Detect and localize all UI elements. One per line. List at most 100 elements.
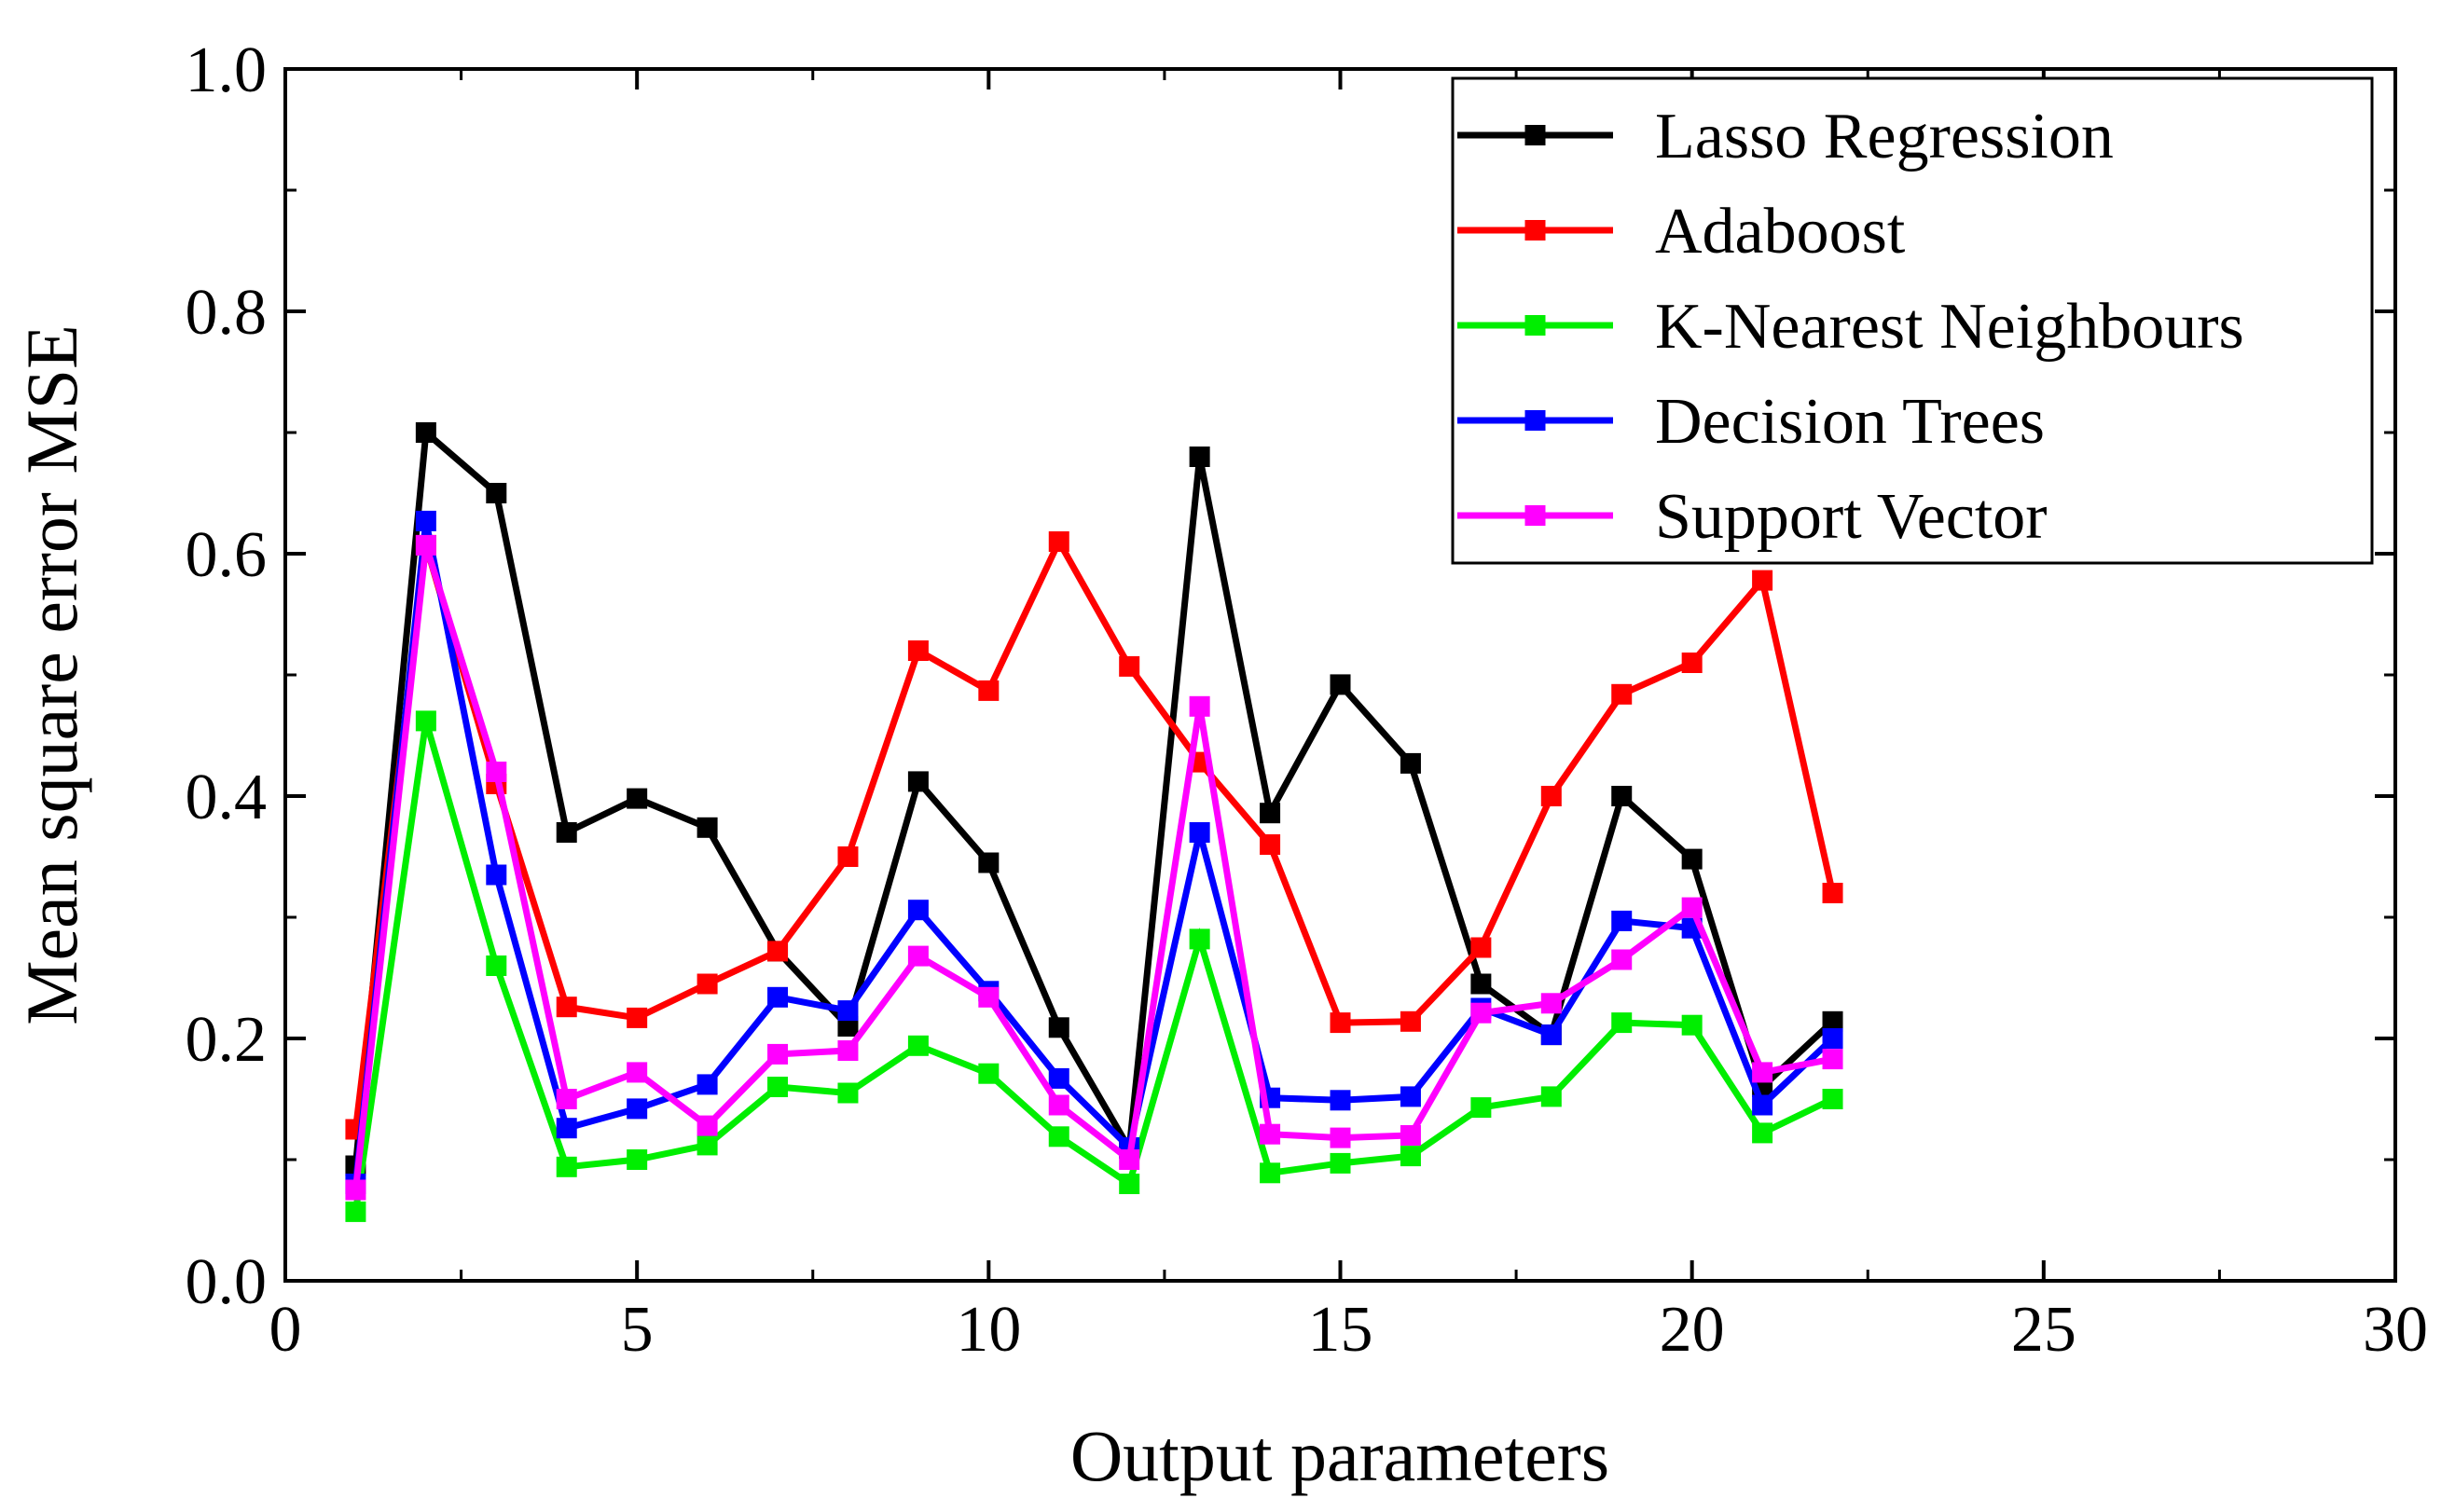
- series-line-support-vector: [352, 543, 1834, 1190]
- legend-item-decision-trees: Decision Trees: [1457, 386, 2045, 458]
- data-point-support-vector: [1260, 1123, 1281, 1145]
- x-tick-label: 15: [1308, 1294, 1373, 1366]
- y-tick-label: 1.0: [186, 34, 268, 106]
- data-point-support-vector: [1611, 949, 1633, 970]
- data-point-decision-trees: [1400, 1086, 1421, 1107]
- data-point-support-vector: [1822, 1049, 1843, 1070]
- data-point-support-vector: [1540, 993, 1562, 1014]
- data-point-k-nearest-neighbours: [767, 1077, 789, 1097]
- data-point-adaboost: [837, 846, 859, 867]
- data-point-adaboost: [1540, 786, 1562, 806]
- data-point-decision-trees: [415, 510, 436, 531]
- data-point-adaboost: [1752, 570, 1773, 591]
- data-point-decision-trees: [1611, 910, 1633, 931]
- data-point-adaboost: [1048, 531, 1069, 552]
- data-point-support-vector: [1189, 695, 1210, 717]
- data-point-lasso-regression: [907, 771, 929, 792]
- data-point-adaboost: [1681, 653, 1703, 673]
- data-point-lasso-regression: [697, 817, 718, 838]
- data-point-adaboost: [556, 997, 577, 1018]
- y-tick-label: 0.8: [186, 277, 268, 349]
- legend-item-support-vector: Support Vector: [1457, 481, 2048, 553]
- x-axis-ticks: 0 5 10 15 20 25 30: [269, 69, 2428, 1366]
- data-point-support-vector: [556, 1089, 577, 1109]
- data-point-adaboost: [1400, 1010, 1421, 1032]
- legend-box: [1451, 76, 2374, 565]
- x-tick-label: 30: [2363, 1294, 2428, 1366]
- data-point-lasso-regression: [1681, 848, 1703, 870]
- data-point-support-vector: [837, 1040, 859, 1061]
- series-line-k-nearest-neighbours: [352, 720, 1835, 1213]
- legend-swatch-marker: [1524, 220, 1546, 241]
- legend-label: Lasso Regression: [1655, 101, 2114, 172]
- data-point-lasso-regression: [1822, 1010, 1843, 1032]
- data-point-lasso-regression: [978, 852, 1000, 873]
- data-point-k-nearest-neighbours: [1048, 1126, 1069, 1148]
- y-axis-ticks: 0.0 0.2 0.4 0.6 0.8 1.0: [186, 34, 2395, 1318]
- x-tick-label: 10: [956, 1294, 1021, 1366]
- data-point-support-vector: [1470, 1002, 1492, 1024]
- legend-label: Adaboost: [1655, 196, 1906, 268]
- data-point-adaboost: [1260, 834, 1281, 855]
- data-point-adaboost: [1119, 655, 1140, 677]
- data-point-k-nearest-neighbours: [1330, 1152, 1351, 1174]
- data-point-decision-trees: [697, 1074, 718, 1095]
- data-point-decision-trees: [1189, 822, 1210, 843]
- data-point-k-nearest-neighbours: [627, 1149, 648, 1170]
- data-point-support-vector: [1048, 1094, 1069, 1116]
- data-point-k-nearest-neighbours: [1822, 1089, 1843, 1109]
- legend-label: Support Vector: [1655, 481, 2048, 553]
- x-tick-label: 0: [269, 1294, 302, 1366]
- series-layer: [345, 422, 1843, 1222]
- data-point-support-vector: [907, 945, 929, 967]
- data-point-adaboost: [767, 941, 789, 962]
- data-point-decision-trees: [1330, 1090, 1351, 1111]
- data-point-k-nearest-neighbours: [1470, 1097, 1492, 1119]
- legend-swatch-marker: [1524, 125, 1546, 145]
- x-tick-label: 5: [621, 1294, 654, 1366]
- data-point-k-nearest-neighbours: [1752, 1122, 1773, 1144]
- y-tick-label: 0.2: [186, 1004, 268, 1076]
- legend-item-k-nearest-neighbours: K-Nearest Neighbours: [1457, 291, 2244, 363]
- x-tick-label: 25: [2011, 1294, 2076, 1366]
- data-point-lasso-regression: [1400, 752, 1421, 774]
- data-point-adaboost: [907, 640, 929, 661]
- y-axis-title: Mean square error MSE: [11, 324, 92, 1025]
- legend-label: Decision Trees: [1655, 386, 2045, 458]
- data-point-lasso-regression: [1189, 447, 1210, 467]
- x-tick-label: 20: [1660, 1294, 1725, 1366]
- data-point-support-vector: [978, 986, 1000, 1008]
- data-point-decision-trees: [767, 986, 789, 1008]
- data-point-decision-trees: [1048, 1067, 1069, 1089]
- series-adaboost: [345, 531, 1843, 1140]
- legend-item-lasso-regression: Lasso Regression: [1457, 101, 2114, 172]
- data-point-support-vector: [627, 1062, 648, 1083]
- data-point-k-nearest-neighbours: [1260, 1162, 1281, 1184]
- data-point-decision-trees: [486, 864, 507, 886]
- legend-item-adaboost: Adaboost: [1457, 196, 1906, 268]
- series-support-vector: [345, 534, 1843, 1201]
- legend-label: K-Nearest Neighbours: [1655, 291, 2244, 363]
- data-point-adaboost: [627, 1007, 648, 1028]
- series-line-lasso-regression: [352, 425, 1835, 1166]
- data-point-k-nearest-neighbours: [1540, 1086, 1562, 1107]
- data-point-k-nearest-neighbours: [978, 1063, 1000, 1084]
- data-point-lasso-regression: [486, 483, 507, 503]
- data-point-k-nearest-neighbours: [1681, 1014, 1703, 1036]
- data-point-lasso-regression: [556, 822, 577, 843]
- data-point-adaboost: [697, 973, 718, 995]
- data-point-k-nearest-neighbours: [556, 1156, 577, 1177]
- legend-swatch-marker: [1524, 410, 1546, 431]
- data-point-support-vector: [345, 1179, 366, 1201]
- data-point-support-vector: [1752, 1062, 1773, 1083]
- data-point-k-nearest-neighbours: [697, 1134, 718, 1156]
- data-point-decision-trees: [837, 1000, 859, 1022]
- y-tick-label: 0.0: [186, 1246, 268, 1318]
- data-point-lasso-regression: [1611, 786, 1633, 806]
- data-point-support-vector: [697, 1115, 718, 1136]
- legend-swatch-marker: [1524, 315, 1546, 336]
- data-point-k-nearest-neighbours: [345, 1201, 366, 1222]
- data-point-adaboost: [1822, 883, 1843, 903]
- data-point-k-nearest-neighbours: [1119, 1174, 1140, 1194]
